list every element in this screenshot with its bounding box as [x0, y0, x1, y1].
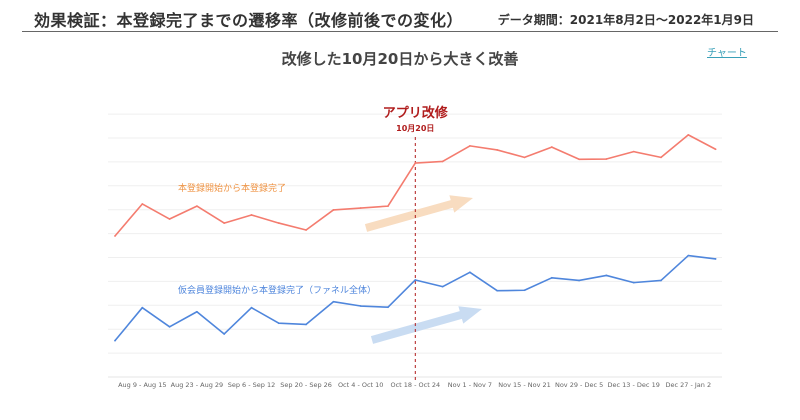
data-point: [332, 209, 335, 211]
data-point: [687, 133, 690, 136]
data-point: [223, 333, 226, 335]
data-point: [441, 160, 444, 163]
data-point: [714, 258, 717, 260]
header-divider: [22, 31, 778, 32]
data-point: [496, 289, 499, 292]
series-label: 本登録開始から本登録完了: [178, 182, 286, 194]
annotation-label: アプリ改修: [383, 105, 449, 121]
data-point: [387, 306, 389, 309]
x-tick-label: Sep 6 - Sep 12: [228, 381, 276, 389]
x-tick-label: Nov 29 - Dec 5: [555, 381, 603, 389]
data-point: [305, 229, 307, 231]
x-tick-label: Oct 4 - Oct 10: [338, 381, 384, 389]
data-point: [714, 148, 717, 151]
data-point: [605, 158, 608, 160]
data-point: [277, 222, 280, 224]
data-point: [359, 207, 362, 209]
date-range: データ期間：2021年8月2日〜2022年1月9日: [497, 13, 754, 27]
x-tick-label: Dec 13 - Dec 19: [608, 381, 660, 389]
data-point: [168, 325, 171, 328]
data-point: [632, 150, 635, 153]
x-tick-label: Aug 23 - Aug 29: [171, 381, 224, 389]
data-point: [469, 144, 471, 147]
data-point: [523, 289, 526, 292]
data-point: [141, 203, 144, 205]
data-point: [523, 156, 526, 159]
data-point: [305, 323, 307, 326]
data-point: [114, 339, 116, 342]
trend-arrow-icon: [364, 195, 473, 232]
x-tick-label: Nov 15 - Nov 21: [498, 381, 551, 389]
data-point: [578, 158, 580, 161]
x-tick-label: Nov 1 - Nov 7: [448, 381, 492, 389]
data-point: [469, 271, 471, 274]
data-point: [605, 274, 608, 277]
data-point: [660, 279, 662, 282]
data-point: [168, 218, 171, 220]
x-tick-label: Dec 27 - Jan 2: [665, 381, 711, 389]
data-point: [114, 235, 116, 237]
chart-link[interactable]: チャート: [707, 48, 747, 59]
x-tick-label: Aug 9 - Aug 15: [118, 381, 166, 389]
data-point: [359, 305, 362, 307]
data-point: [496, 149, 499, 151]
data-point: [387, 205, 389, 208]
data-point: [578, 279, 580, 282]
data-point: [250, 306, 253, 309]
data-point: [277, 322, 280, 325]
trend-arrow-icon: [370, 306, 482, 344]
data-point: [141, 306, 144, 309]
data-point: [441, 285, 444, 288]
data-point: [196, 310, 198, 313]
page-title: 効果検証：本登録完了までの遷移率（改修前後での変化）: [34, 11, 464, 30]
data-point: [660, 156, 662, 159]
data-point: [687, 254, 690, 257]
data-point: [632, 281, 635, 284]
data-point: [550, 276, 553, 279]
data-point: [414, 279, 417, 281]
x-tick-label: Sep 20 - Sep 26: [280, 381, 332, 389]
x-tick-label: Oct 18 - Oct 24: [390, 381, 440, 389]
data-point: [332, 300, 335, 303]
annotation-sublabel: 10月20日: [396, 124, 434, 133]
data-point: [223, 222, 226, 224]
series-label: 仮会員登録開始から本登録完了（ファネル全体）: [178, 284, 376, 296]
data-point: [250, 214, 253, 216]
chart-subtitle: 改修した10月20日から大きく改善: [281, 50, 519, 68]
data-point: [414, 162, 417, 164]
data-point: [550, 146, 553, 148]
data-point: [196, 205, 198, 208]
